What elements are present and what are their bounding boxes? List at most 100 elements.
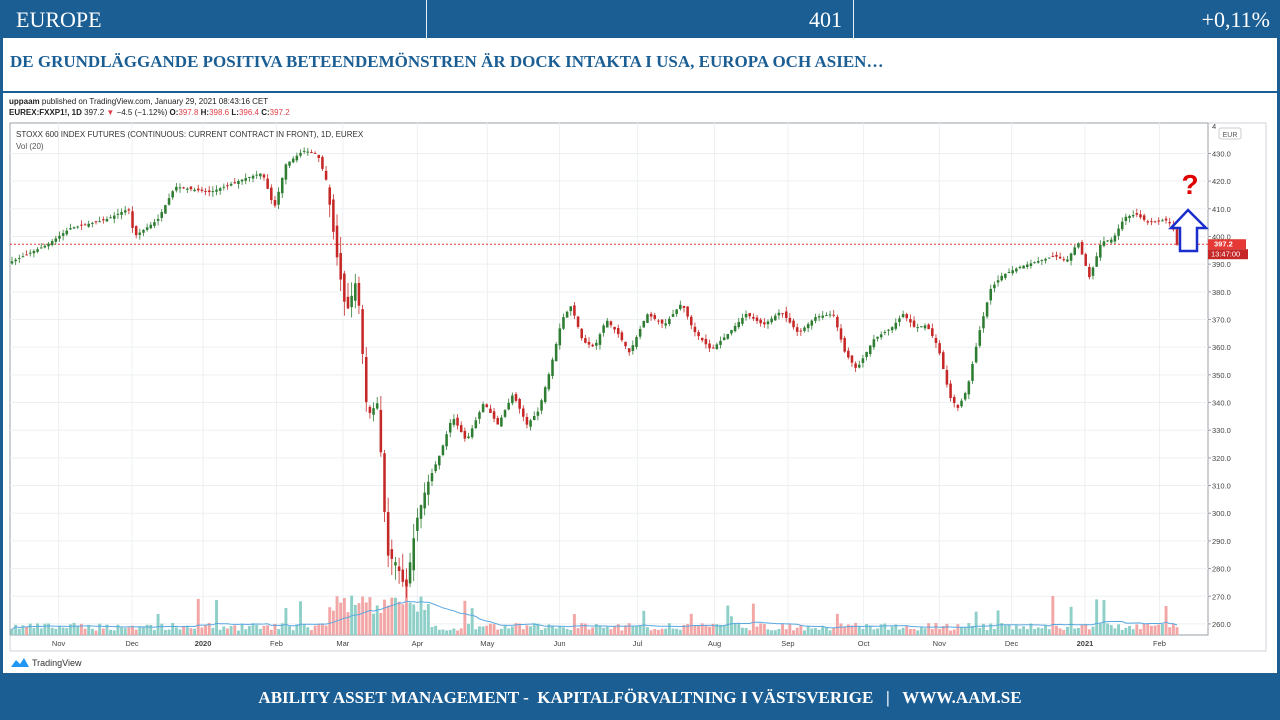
footer-text: ABILITY ASSET MANAGEMENT - KAPITALFÖRVAL…: [258, 688, 1022, 707]
volume-bar: [748, 630, 752, 635]
volume-bar: [185, 626, 189, 635]
up-arrow-icon: [1168, 208, 1210, 253]
candle-body: [142, 229, 145, 233]
candle-body: [649, 313, 653, 317]
volume-bar: [835, 613, 839, 635]
volume-bar: [1157, 624, 1161, 635]
candle-body: [61, 233, 65, 236]
candle-body: [711, 347, 715, 349]
currency-badge[interactable]: [1218, 127, 1242, 140]
volume-bar: [850, 625, 854, 635]
candle-body: [774, 315, 777, 321]
candle-body: [1036, 261, 1040, 263]
candle-body: [80, 224, 83, 226]
volume-bar: [945, 623, 949, 635]
volume-bar: [1062, 629, 1066, 635]
volume-bar: [247, 626, 251, 635]
candle-body: [478, 412, 481, 419]
volume-bar: [445, 630, 449, 635]
candle-body: [675, 309, 678, 314]
close-label: C:: [261, 108, 270, 117]
candle-body: [1117, 228, 1120, 236]
volume-bar: [861, 628, 865, 635]
volume-bar: [1084, 624, 1088, 635]
candle-body: [920, 326, 923, 328]
y-tick-label: 370.0: [1212, 315, 1231, 324]
candle-body: [1066, 259, 1069, 262]
candle-body: [36, 249, 39, 252]
candle-body: [200, 189, 204, 191]
candle-body: [927, 324, 930, 330]
candle-body: [72, 227, 76, 229]
volume-bar: [1106, 623, 1110, 635]
candle-body: [397, 566, 401, 571]
candle-body: [211, 191, 215, 193]
volume-bar: [912, 628, 916, 635]
candle-body: [310, 152, 313, 154]
volume-bar: [65, 628, 69, 635]
candle-body: [39, 247, 43, 249]
volume-bar: [174, 627, 178, 635]
volume-bar: [317, 623, 321, 635]
volume-bar: [649, 630, 653, 635]
candle-body: [277, 191, 280, 205]
candle-body: [547, 374, 551, 390]
candle-body: [839, 328, 843, 340]
y-tick-label: 400.0: [1212, 232, 1231, 241]
volume-bar: [554, 628, 558, 635]
volume-bar: [17, 628, 21, 635]
volume-bar: [1164, 605, 1168, 635]
candle-body: [978, 330, 982, 346]
volume-bar: [54, 628, 58, 635]
volume-bar: [459, 628, 463, 635]
candle-body: [390, 549, 394, 559]
volume-bar: [306, 627, 310, 635]
volume-bar: [463, 600, 467, 635]
candle-body: [193, 189, 196, 192]
candle-body: [120, 212, 123, 215]
open-value: 397.8: [178, 108, 199, 117]
candle-body: [748, 313, 751, 317]
candle-body: [836, 316, 839, 328]
volume-bar: [1014, 625, 1018, 635]
volume-bar: [996, 610, 1000, 635]
volume-bar: [116, 624, 120, 635]
candle-body: [273, 200, 277, 206]
volume-bar: [719, 624, 722, 635]
volume-bar: [1168, 627, 1172, 635]
candle-body: [861, 358, 865, 364]
volume-bar: [299, 601, 302, 635]
high-label: H:: [200, 108, 210, 117]
volume-bar: [262, 625, 266, 635]
gridlines: [10, 123, 1208, 635]
candle-body: [879, 334, 883, 338]
candle-body: [350, 295, 353, 308]
candlesticks: [10, 147, 1179, 598]
volume-bar: [664, 628, 668, 635]
index-change: +0,11%: [1201, 7, 1270, 32]
volume-bar: [215, 600, 218, 635]
candle-body: [1124, 216, 1128, 222]
candle-body: [646, 314, 649, 323]
candle-body: [306, 151, 310, 153]
candle-body: [759, 319, 762, 324]
volume-bar: [894, 624, 898, 635]
tradingview-logo[interactable]: TradingView: [11, 658, 82, 668]
candle-body: [792, 320, 795, 328]
candle-body: [255, 174, 258, 176]
candle-body: [441, 445, 445, 456]
volume-bar: [949, 630, 953, 635]
volume-bar: [474, 629, 478, 635]
volume-bar: [613, 626, 617, 635]
candle-body: [1022, 265, 1025, 269]
candle-body: [730, 330, 733, 334]
volume-bar: [616, 624, 620, 635]
candle-body: [726, 333, 730, 339]
candle-body: [109, 217, 112, 219]
volume-bar: [430, 627, 434, 635]
candle-body: [485, 404, 489, 408]
volume-bar: [269, 629, 273, 635]
volume-bar: [897, 629, 901, 635]
low-label: L:: [231, 108, 239, 117]
